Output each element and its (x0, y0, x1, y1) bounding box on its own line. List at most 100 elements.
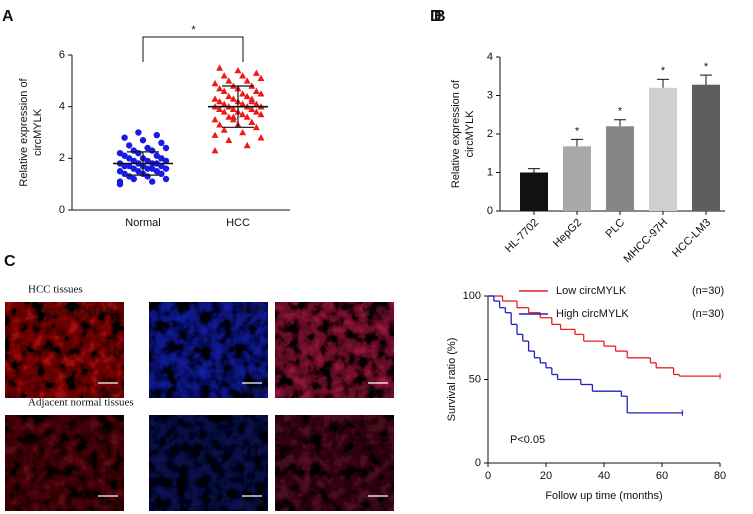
significance-label: * (704, 61, 709, 73)
data-point (220, 100, 228, 107)
significance-bracket (142, 36, 244, 62)
data-point (153, 131, 160, 139)
panel-label: B (434, 8, 446, 25)
data-point (252, 123, 260, 131)
data-point (149, 165, 156, 172)
y-tick-label: 2 (487, 128, 493, 140)
data-point (229, 113, 237, 120)
data-point (248, 118, 256, 125)
legend-label: High circMYLK (556, 308, 629, 320)
annotation: P<0.05 (510, 434, 545, 446)
x-tick-label: HepG2 (551, 217, 584, 250)
data-point (139, 137, 147, 144)
data-point (121, 134, 128, 141)
channel-label: DAPI (238, 305, 264, 317)
data-point (149, 178, 156, 185)
panel-label: A (2, 8, 14, 25)
data-point (225, 113, 233, 120)
y-tick-label: 3 (487, 89, 493, 101)
data-point (248, 95, 256, 102)
channel-label: circRNA MYLK (40, 305, 114, 317)
data-point (116, 149, 124, 157)
data-point (229, 95, 237, 102)
data-point (239, 90, 247, 97)
micrograph (149, 302, 268, 398)
legend-label: Low circMYLK (556, 285, 627, 297)
legend-n: (n=30) (692, 285, 724, 297)
scale-label: 50μm (96, 385, 122, 397)
data-point (220, 108, 228, 115)
scale-label: 50μm (96, 498, 122, 510)
data-point (130, 147, 137, 154)
y-tick-label: 50 (469, 373, 481, 385)
data-point (243, 113, 251, 120)
micrograph (5, 415, 124, 511)
data-point (126, 162, 133, 170)
y-tick-label: 1 (487, 166, 493, 178)
x-tick-label: 20 (540, 470, 552, 482)
x-tick-label: HCC-LM3 (670, 217, 713, 260)
y-tick-label: 0 (487, 205, 493, 217)
data-point (257, 110, 265, 118)
channel-label: Merge (361, 305, 390, 317)
data-point (211, 131, 219, 138)
y-axis-label: Relative expression of (18, 77, 30, 186)
x-tick-label: PLC (604, 217, 628, 241)
data-point (225, 77, 233, 84)
data-point (162, 175, 170, 183)
data-point (216, 121, 224, 128)
x-tick-label: Normal (125, 217, 160, 229)
scale-label: 50μm (240, 385, 266, 397)
data-point (216, 105, 224, 113)
y-axis-label: circMYLK (464, 110, 476, 158)
data-point (229, 105, 237, 113)
y-axis-label: Relative expression of (450, 79, 462, 188)
data-point (153, 152, 160, 159)
data-point (257, 90, 265, 97)
data-point (211, 116, 219, 123)
data-point (252, 69, 260, 76)
y-tick-label: 6 (59, 49, 65, 61)
data-point (162, 144, 170, 152)
x-tick-label: HCC (226, 217, 250, 229)
bar (520, 172, 548, 211)
data-point (158, 139, 165, 147)
data-point (144, 144, 151, 152)
y-tick-label: 4 (59, 101, 65, 113)
bar (606, 126, 634, 211)
y-axis-label: Survival ratio (%) (446, 338, 458, 422)
micrograph (275, 302, 394, 398)
x-tick-label: MHCC-97H (621, 217, 670, 266)
y-tick-label: 0 (59, 204, 65, 216)
data-point (239, 100, 247, 107)
significance-label: * (661, 65, 666, 77)
data-point (239, 72, 247, 79)
data-point (220, 87, 228, 94)
data-point (234, 67, 242, 74)
data-point (257, 134, 265, 141)
data-point (135, 129, 142, 136)
data-point (252, 100, 260, 107)
data-point (257, 74, 265, 82)
data-point (225, 92, 233, 100)
data-point (239, 129, 247, 136)
data-point (220, 72, 228, 79)
data-point (220, 126, 228, 133)
significance-label: * (575, 125, 580, 137)
row-title: Adjacent normal tissues (28, 397, 134, 409)
row-title: HCC tissues (28, 284, 83, 296)
x-tick-label: 40 (598, 470, 610, 482)
significance-label: * (191, 24, 196, 36)
data-point (116, 168, 124, 175)
micrograph (275, 415, 394, 511)
data-point (126, 142, 133, 149)
data-point (116, 178, 124, 185)
x-tick-label: 60 (656, 470, 668, 482)
y-tick-label: 2 (59, 152, 65, 164)
data-point (216, 98, 224, 105)
data-point (211, 79, 219, 87)
scale-label: 50μm (240, 498, 266, 510)
data-point (243, 141, 251, 149)
micrograph (149, 415, 268, 511)
y-tick-label: 100 (463, 290, 481, 302)
